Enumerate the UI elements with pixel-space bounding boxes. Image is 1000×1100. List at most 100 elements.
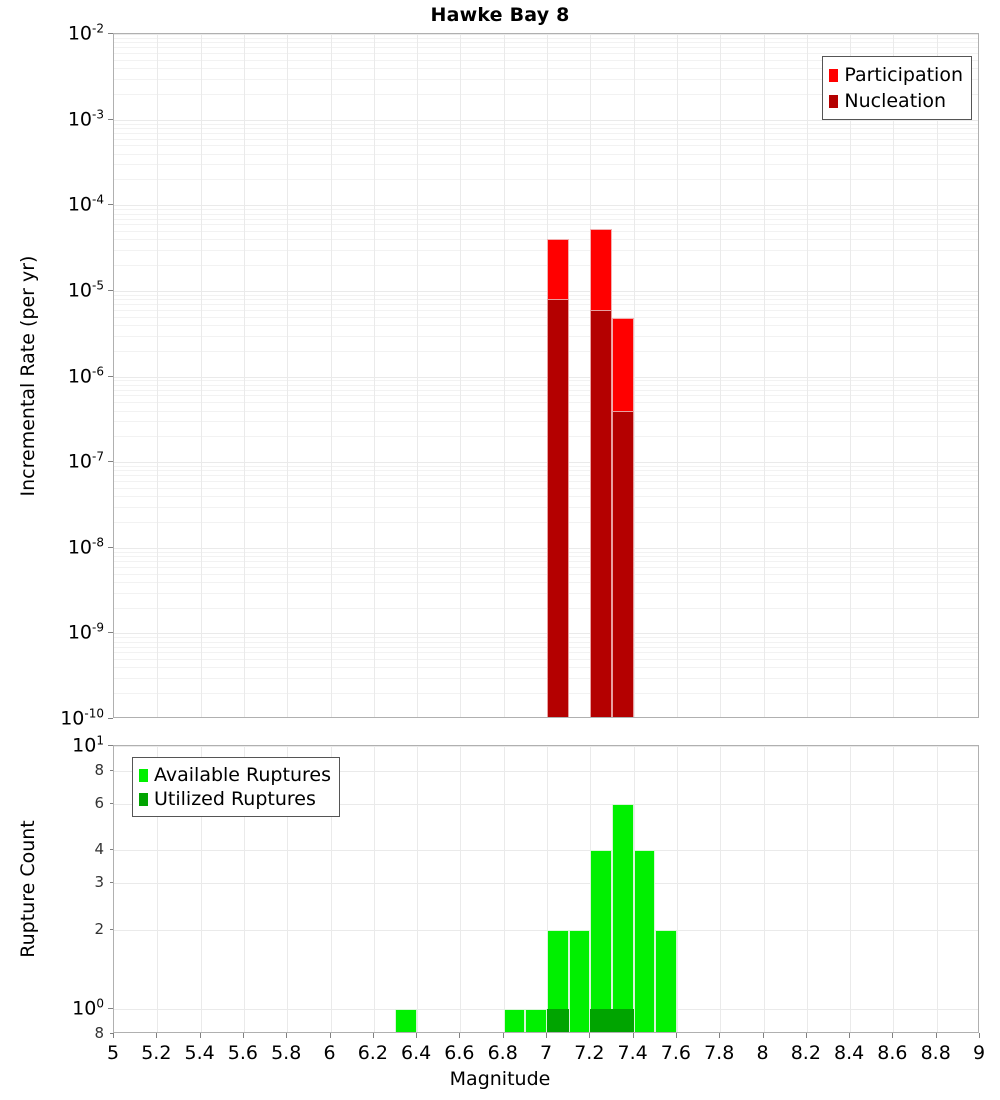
top-y-tick-label: 10-6 (67, 363, 104, 388)
bottom-y-tick-label: 2 (94, 919, 104, 938)
bottom-y-tick (108, 1008, 113, 1009)
gridline-v (807, 34, 808, 717)
bottom-y-tick (110, 849, 113, 850)
gridline-v (893, 746, 894, 1032)
legend-swatch-utilized-ruptures (139, 792, 148, 806)
gridline-v (244, 746, 245, 1032)
bottom-y-tick (110, 1033, 113, 1034)
top-y-tick (108, 376, 113, 377)
gridline-h-minor (114, 164, 978, 165)
top-y-axis-title: Incremental Rate (per yr) (17, 255, 39, 496)
gridline-h-minor (114, 470, 978, 471)
x-tick-label: 5.6 (227, 1042, 258, 1064)
bottom-y-tick-label: 8 (94, 761, 104, 780)
gridline-h (114, 746, 978, 747)
bar-available-ruptures (568, 929, 591, 1032)
gridline-h-minor (114, 593, 978, 594)
gridline-v (937, 34, 938, 717)
x-tick (763, 1033, 764, 1038)
bar-available-ruptures (395, 1008, 418, 1032)
gridline-h-minor (114, 60, 978, 61)
x-tick-label: 7.6 (660, 1042, 691, 1064)
gridline-v (374, 746, 375, 1032)
top-y-tick (108, 204, 113, 205)
gridline-v (460, 34, 461, 717)
gridline-h (114, 34, 978, 35)
gridline-h-minor (114, 475, 978, 476)
top-y-tick (108, 119, 113, 120)
legend-row: Nucleation (829, 88, 963, 114)
bottom-y-tick-label: 100 (72, 995, 104, 1020)
x-tick-label: 8.6 (877, 1042, 908, 1064)
top-y-tick-label: 10-9 (67, 620, 104, 645)
bar-utilized-ruptures (611, 1008, 634, 1032)
gridline-h-minor (114, 642, 978, 643)
x-tick-label: 9 (972, 1042, 986, 1064)
gridline-h-minor (114, 496, 978, 497)
gridline-h-minor (114, 145, 978, 146)
top-y-tick (108, 547, 113, 548)
gridline-h-minor (114, 507, 978, 508)
gridline-v (634, 34, 635, 717)
gridline-v (720, 746, 721, 1032)
gridline-h-minor (114, 317, 978, 318)
bottom-y-tick-label: 8 (94, 1024, 104, 1042)
bottom-y-tick (108, 745, 113, 746)
legend-row: Participation (829, 62, 963, 88)
gridline-h-minor (114, 466, 978, 467)
gridline-v (417, 746, 418, 1032)
gridline-h-minor (114, 68, 978, 69)
x-tick-label: 7.8 (704, 1042, 735, 1064)
x-tick (373, 1033, 374, 1038)
gridline-h-minor (114, 79, 978, 80)
top-y-tick-label: 10-3 (67, 106, 104, 131)
x-tick-label: 7.4 (617, 1042, 648, 1064)
bottom-y-axis-title: Rupture Count (17, 820, 39, 958)
x-tick (676, 1033, 677, 1038)
gridline-h (114, 548, 978, 549)
legend-swatch-available-ruptures (139, 768, 148, 782)
gridline-h-minor (114, 667, 978, 668)
top-y-tick-label: 10-5 (67, 278, 104, 302)
top-y-tick-label: 10-10 (60, 706, 104, 730)
bar-available-ruptures (503, 1008, 526, 1032)
gridline-h-minor (114, 53, 978, 54)
gridline-h-minor (114, 325, 978, 326)
gridline-v (504, 746, 505, 1032)
top-y-tick-label: 10-2 (67, 21, 104, 45)
legend-row: Utilized Ruptures (139, 787, 331, 811)
gridline-h-minor (114, 42, 978, 43)
gridline-h-minor (114, 693, 978, 694)
gridline-h-minor (114, 552, 978, 553)
x-tick-label: 6.8 (487, 1042, 518, 1064)
legend-label: Utilized Ruptures (154, 787, 316, 810)
gridline-h (114, 120, 978, 121)
gridline-h-minor (114, 436, 978, 437)
gridline-h (114, 930, 978, 931)
bottom-gridlines (114, 746, 978, 1032)
top-y-tick (108, 718, 113, 719)
gridline-h-minor (114, 209, 978, 210)
gridline-h-minor (114, 295, 978, 296)
x-tick-label: 6.4 (400, 1042, 432, 1064)
x-tick (416, 1033, 417, 1038)
gridline-h-minor (114, 561, 978, 562)
gridline-h-minor (114, 250, 978, 251)
x-tick (113, 1033, 114, 1038)
gridline-h-minor (114, 395, 978, 396)
legend-label: Available Ruptures (154, 763, 331, 786)
gridline-v (893, 34, 894, 717)
bar-available-ruptures (611, 804, 634, 1032)
gridline-v (201, 34, 202, 717)
top-y-tick (108, 33, 113, 34)
bottom-bars-layer (114, 746, 978, 1032)
x-tick (806, 1033, 807, 1038)
legend-row: Available Ruptures (139, 763, 331, 787)
gridline-h-minor (114, 652, 978, 653)
gridline-h-minor (114, 128, 978, 129)
x-tick (243, 1033, 244, 1038)
x-tick-label: 8.4 (833, 1042, 865, 1064)
gridline-v (850, 34, 851, 717)
x-axis-title: Magnitude (449, 1068, 551, 1090)
gridline-v (720, 34, 721, 717)
